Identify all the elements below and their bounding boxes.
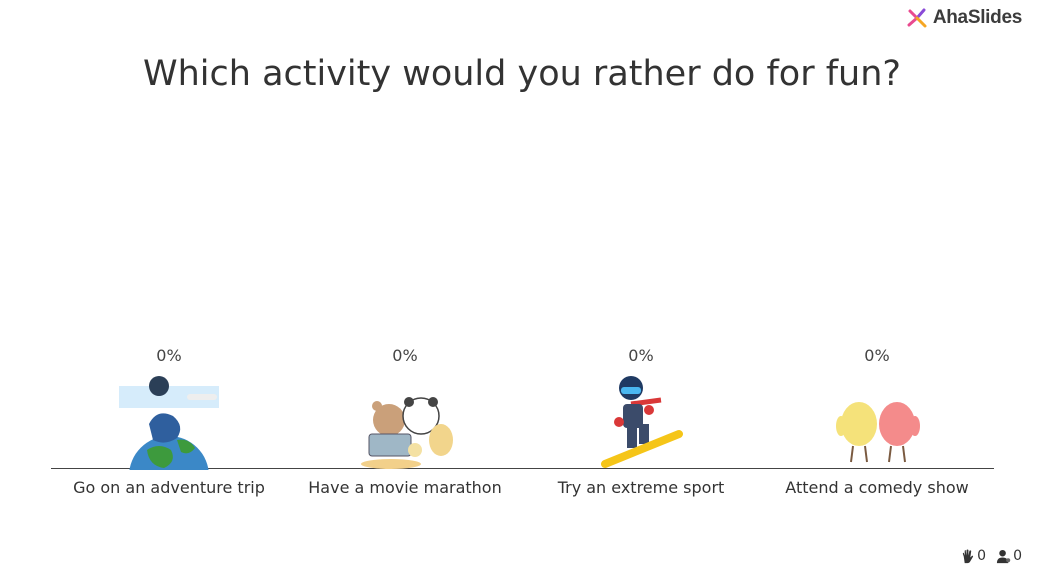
option-label: Attend a comedy show [785, 478, 969, 497]
question-title: Which activity would you rather do for f… [143, 54, 901, 94]
option-column: 0% Attend a comedy show [759, 340, 995, 510]
hand-icon [962, 548, 974, 563]
percent-label: 0% [392, 346, 418, 365]
option-label: Go on an adventure trip [73, 478, 265, 497]
option-column: 0% Try an extreme sport [523, 340, 759, 510]
participants-count: 0 [1013, 548, 1022, 564]
adventure-globe-icon [119, 376, 219, 470]
option-label: Have a movie marathon [308, 478, 502, 497]
percent-label: 0% [156, 346, 182, 365]
reactions-count: 0 [977, 548, 987, 564]
movie-marathon-bears-icon [361, 397, 453, 469]
session-stats: 0 0 [960, 548, 1022, 564]
ahaslides-logo-icon [907, 8, 927, 28]
percent-label: 0% [864, 346, 890, 365]
results-chart: 0% Go on an adventure trip 0% Have a mov… [51, 340, 994, 510]
option-column: 0% Go on an adventure trip [51, 340, 287, 510]
brand-name: AhaSlides [932, 7, 1022, 28]
percent-label: 0% [628, 346, 654, 365]
comedy-chicks-icon [836, 402, 920, 463]
brand-logo: AhaSlides [905, 6, 1022, 30]
snowboarder-icon [601, 376, 683, 468]
reactions-stat: 0 [960, 548, 986, 564]
participants-stat: 0 [996, 548, 1022, 564]
option-label: Try an extreme sport [557, 478, 725, 497]
chart-baseline [51, 468, 994, 469]
option-column: 0% Have a movie marathon [287, 340, 523, 510]
participants-icon [997, 549, 1011, 563]
